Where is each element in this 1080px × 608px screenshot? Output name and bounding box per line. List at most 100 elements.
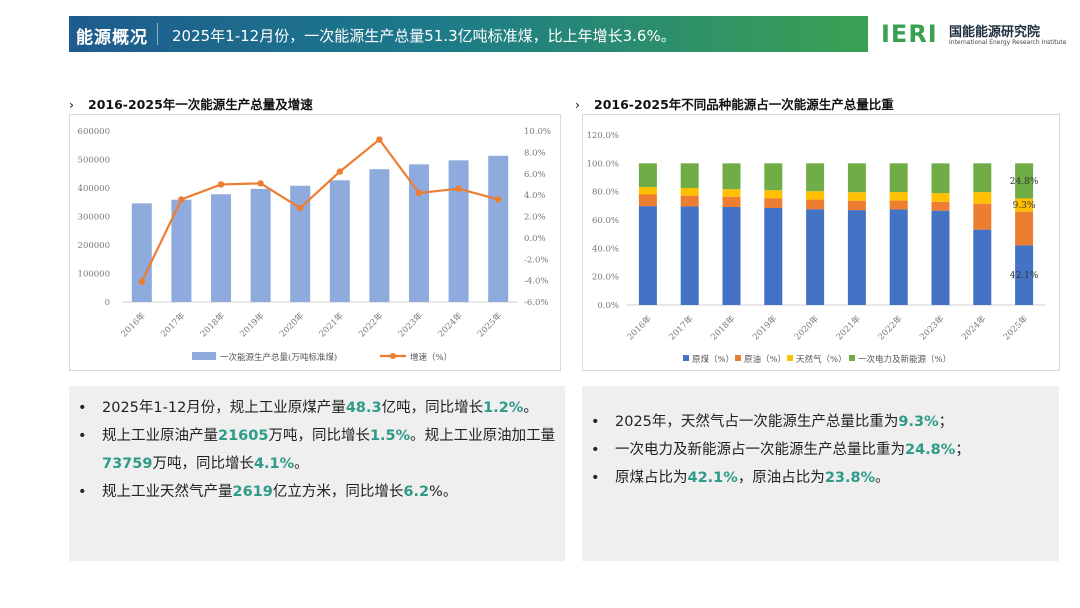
- stack-segment: [1015, 163, 1034, 199]
- x-tick-label: 2022年: [356, 310, 385, 339]
- x-tick-label: 2025年: [475, 310, 504, 339]
- right-bullet-item: 2025年，天然气占一次能源生产总量比重为9.3%；: [582, 408, 1057, 436]
- x-tick-label: 2021年: [317, 310, 346, 339]
- bar: [488, 155, 509, 302]
- x-tick-label: 2018年: [198, 310, 227, 339]
- stack-segment: [722, 163, 741, 190]
- growth-point: [415, 189, 423, 197]
- bullet-text: 亿吨，同比增长: [381, 400, 484, 416]
- x-tick-label: 2020年: [792, 313, 821, 342]
- bullet-text: 一次电力及新能源占一次能源生产总量比重为: [615, 442, 905, 458]
- bar: [211, 194, 231, 302]
- y-right-tick-label: 4.0%: [524, 191, 546, 201]
- x-tick-label: 2022年: [876, 313, 905, 342]
- bullet-text: 。: [875, 470, 890, 486]
- legend-swatch: [849, 355, 855, 361]
- left-bullet-item: 规上工业原油产量21605万吨，同比增长1.5%。规上工业原油加工量73759万…: [69, 422, 561, 478]
- y-right-tick-label: 0.0%: [524, 234, 546, 244]
- y-right-tick-label: 8.0%: [524, 148, 546, 158]
- bar: [409, 164, 429, 302]
- stack-segment: [806, 163, 825, 192]
- right-summary-box: 2025年，天然气占一次能源生产总量比重为9.3%； 一次电力及新能源占一次能源生…: [582, 386, 1059, 561]
- header-summary: 2025年1-12月份，一次能源生产总量51.3亿吨标准煤，比上年增长3.6%。: [172, 27, 676, 45]
- stack-segment: [680, 187, 699, 196]
- legend-line-label: 增速（%）: [410, 352, 452, 363]
- energy-mix-chart-panel: 0.0% 20.0% 40.0% 60.0% 80.0% 100.0% 120.0% 2016…: [582, 114, 1060, 371]
- stack-segment: [889, 209, 908, 305]
- stack-segment: [889, 200, 908, 210]
- legend-swatch: [683, 355, 689, 361]
- growth-point: [495, 196, 502, 203]
- y-left-tick-label: 0: [105, 298, 110, 308]
- data-label: 9.3%: [1013, 201, 1036, 211]
- highlight-value: 6.2: [403, 484, 430, 500]
- highlight-value: 23.8%: [824, 470, 876, 486]
- x-tick-label: 2017年: [158, 310, 187, 339]
- legend-label: 天然气（%）: [796, 354, 847, 365]
- stack-segment: [973, 229, 992, 305]
- growth-line: [140, 137, 499, 283]
- legend-swatch: [735, 355, 741, 361]
- y-right-tick-label: 10.0%: [524, 127, 551, 137]
- legend-label: 一次电力及新能源（%）: [858, 354, 951, 365]
- bullet-text: 规上工业天然气产量: [102, 484, 233, 500]
- highlight-value: 1.2%: [483, 400, 524, 416]
- bullet-text: 万吨，同比增长: [152, 456, 254, 472]
- highlight-value: 4.1%: [253, 456, 295, 472]
- y-right-tick-label: -6.0%: [524, 298, 548, 308]
- x-tick-label: 2023年: [918, 313, 947, 342]
- stack-segment: [1015, 245, 1034, 305]
- energy-mix-chart: 0.0% 20.0% 40.0% 60.0% 80.0% 100.0% 120.0% 2016…: [587, 131, 1045, 365]
- stack-segment: [973, 203, 992, 230]
- growth-point: [257, 180, 264, 187]
- stack-segment: [806, 199, 825, 210]
- highlight-value: 2619: [232, 484, 273, 500]
- bullet-text: ；: [938, 414, 954, 430]
- x-tick-label: 2019年: [238, 310, 267, 339]
- growth-point: [336, 168, 343, 175]
- y-right-tick-label: 6.0%: [524, 170, 546, 180]
- growth-point: [376, 136, 383, 143]
- bar: [329, 180, 350, 302]
- stack-segment: [722, 196, 741, 207]
- y-left-tick-label: 600000: [78, 127, 110, 137]
- y-right-tick-label: -4.0%: [524, 277, 548, 287]
- y-right-tick-label: -2.0%: [524, 255, 548, 265]
- stack-segment: [764, 163, 783, 191]
- stack-segment: [722, 189, 741, 197]
- x-tick-label: 2017年: [667, 313, 696, 342]
- x-tick-label: 2016年: [119, 310, 148, 339]
- growth-point: [297, 204, 304, 212]
- highlight-value: 21605: [218, 428, 269, 444]
- legend-line-marker: [390, 353, 396, 359]
- stack-segment: [847, 192, 866, 201]
- bullet-text: ；: [955, 442, 970, 458]
- y-left-tick-label: 100000: [78, 270, 110, 280]
- stack-segment: [973, 192, 992, 204]
- bullet-text: ，原油占比为: [737, 470, 825, 486]
- bar: [171, 199, 192, 302]
- left-section-title-text: 2016-2025年一次能源生产总量及增速: [88, 97, 313, 112]
- header-divider: [157, 23, 158, 45]
- stack-segment: [889, 192, 908, 201]
- stack-segment: [806, 209, 825, 305]
- legend-bar-swatch: [192, 352, 216, 360]
- x-tick-label: 2024年: [959, 313, 988, 342]
- ieri-logo: IERI 国能能源研究院 International Energy Resear…: [881, 20, 1066, 50]
- stack-segment: [680, 195, 699, 207]
- bullet-text: 原煤占比为: [615, 470, 688, 486]
- stack-segment: [847, 210, 866, 305]
- y-tick-label: 100.0%: [587, 159, 619, 169]
- bullet-text: 。: [294, 456, 309, 472]
- right-bullet-item: 原煤占比为42.1%，原油占比为23.8%。: [582, 464, 1057, 492]
- legend-bar-label: 一次能源生产总量(万吨标准煤): [220, 352, 337, 363]
- y-left-tick-label: 200000: [78, 241, 110, 251]
- y-right-tick-label: 2.0%: [524, 213, 546, 223]
- highlight-value: 9.3%: [898, 414, 939, 430]
- bar: [290, 185, 311, 302]
- x-tick-label: 2018年: [709, 313, 738, 342]
- stack-segment: [680, 206, 699, 305]
- x-tick-label: 2025年: [1001, 313, 1030, 342]
- stack-segment: [1015, 211, 1034, 246]
- y-tick-label: 60.0%: [592, 216, 619, 226]
